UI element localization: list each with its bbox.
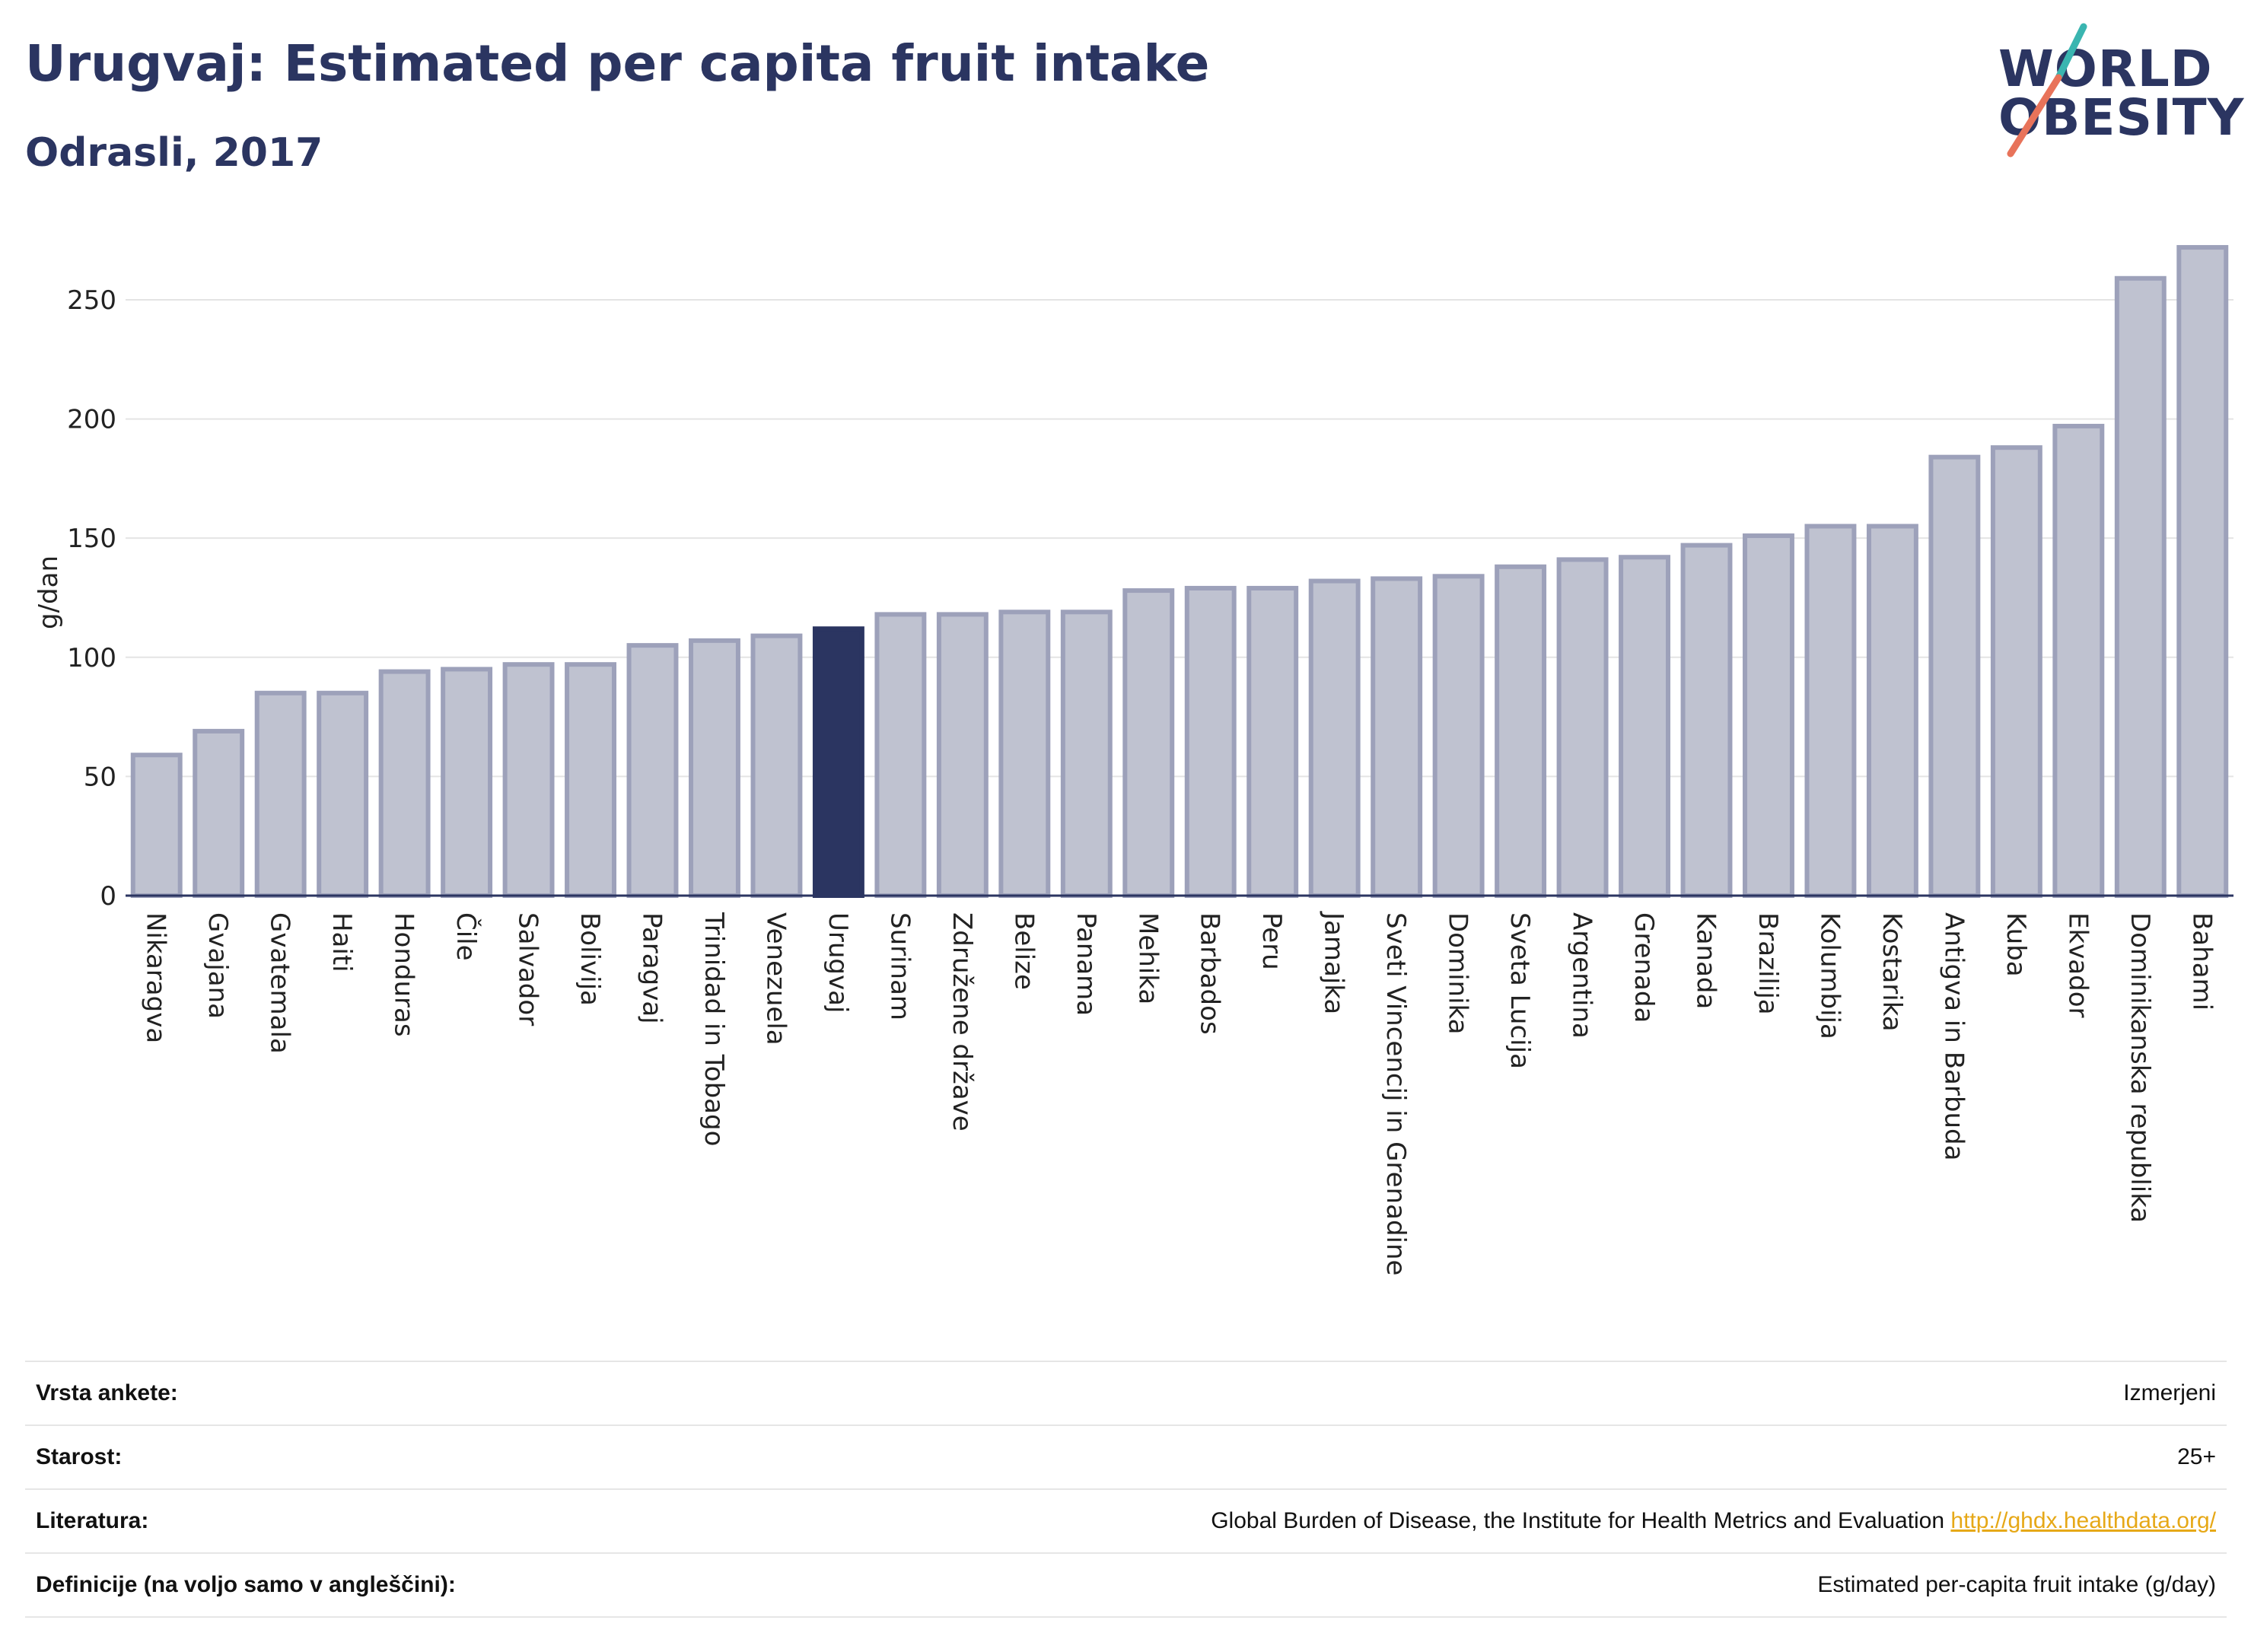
bar-dominikanska-republika[interactable] xyxy=(2114,275,2167,898)
bar-chart: 0 50 100 150 200 250 Nikaragva Gvajana Gvatemal… xyxy=(33,245,2233,1275)
info-value: Global Burden of Disease, the Institute … xyxy=(1211,1508,1945,1533)
bar-peru[interactable] xyxy=(1246,585,1299,898)
x-tick-label: Gvatemala xyxy=(265,912,295,1054)
source-link[interactable]: http://ghdx.healthdata.org/ xyxy=(1950,1508,2216,1533)
x-tick-label: Venezuela xyxy=(760,912,791,1046)
bar-venezuela[interactable] xyxy=(750,633,803,898)
world-obesity-logo[interactable]: WORLD OBESITY xyxy=(1986,23,2243,167)
x-tick-label: Peru xyxy=(1256,912,1287,970)
bar-urugvaj[interactable] xyxy=(812,626,864,898)
x-tick-label: Nikaragva xyxy=(141,912,171,1043)
x-tick-label: Paragvaj xyxy=(637,912,667,1024)
x-tick-label: Gvajana xyxy=(202,912,233,1019)
bar-mehika[interactable] xyxy=(1122,588,1175,898)
y-tick-label: 150 xyxy=(67,524,116,554)
bar-barbados[interactable] xyxy=(1184,585,1237,898)
x-tick-label: Kostarika xyxy=(1877,912,1907,1032)
x-tick-label: Kanada xyxy=(1691,912,1721,1009)
x-tick-label: Grenada xyxy=(1629,912,1659,1023)
x-tick-label: Bolivija xyxy=(575,912,605,1006)
logo-slash-icon xyxy=(2007,23,2087,158)
bars xyxy=(130,245,2229,899)
bar-bolivija[interactable] xyxy=(565,662,616,898)
info-table: Vrsta ankete: Izmerjeni Starost: 25+ Lit… xyxy=(25,1361,2227,1618)
bar-čile[interactable] xyxy=(441,667,493,898)
info-value: Izmerjeni xyxy=(686,1361,2227,1426)
info-label: Starost: xyxy=(25,1424,687,1490)
x-tick-label: Surinam xyxy=(884,912,915,1020)
x-tick-label: Honduras xyxy=(389,912,419,1037)
x-tick-label: Jamajka xyxy=(1319,911,1349,1014)
bar-sveti-vincencij-in-grenadine[interactable] xyxy=(1371,576,1423,898)
x-tick-label: Argentina xyxy=(1567,912,1597,1039)
x-tick-label: Ekvador xyxy=(2062,912,2093,1018)
logo-text-world: WORLD xyxy=(1998,40,2213,98)
x-tick-label: Kolumbija xyxy=(1814,912,1845,1039)
x-tick-label: Belize xyxy=(1008,912,1039,990)
x-tick-label: Kuba xyxy=(2001,912,2031,977)
info-row-literature: Literatura: Global Burden of Disease, th… xyxy=(25,1488,2227,1554)
bar-trinidad-in-tobago[interactable] xyxy=(689,638,740,898)
x-tick-label: Sveta Lucija xyxy=(1504,912,1535,1069)
bar-belize[interactable] xyxy=(998,610,1051,899)
x-axis-labels: Nikaragva Gvajana Gvatemala Haiti Honduras Či… xyxy=(141,911,2218,1275)
bar-nikaragva[interactable] xyxy=(130,753,183,898)
bar-honduras[interactable] xyxy=(378,669,431,898)
info-row-survey-type: Vrsta ankete: Izmerjeni xyxy=(25,1361,2227,1426)
bar-argentina[interactable] xyxy=(1556,557,1609,898)
x-tick-label: Združene države xyxy=(947,912,977,1132)
x-tick-label: Trinidad in Tobago xyxy=(699,912,729,1146)
info-label: Vrsta ankete: xyxy=(25,1361,687,1426)
bar-surinam[interactable] xyxy=(874,612,927,899)
x-tick-label: Čile xyxy=(451,912,482,961)
bar-brazilija[interactable] xyxy=(1743,533,1794,898)
y-tick-label: 0 xyxy=(100,881,116,912)
info-value: 25+ xyxy=(686,1424,2227,1490)
bar-združene-države[interactable] xyxy=(936,612,989,899)
bar-panama[interactable] xyxy=(1060,610,1113,899)
y-tick-label: 100 xyxy=(67,643,116,673)
bar-dominika[interactable] xyxy=(1432,574,1485,898)
chart-subtitle: Odrasli, 2017 xyxy=(25,130,323,176)
y-tick-label: 200 xyxy=(67,405,116,435)
info-row-definitions: Definicije (na voljo samo v angleščini):… xyxy=(25,1552,2227,1618)
x-tick-label: Antigva in Barbuda xyxy=(1938,912,1969,1160)
y-tick-label: 250 xyxy=(67,285,116,316)
bar-kanada[interactable] xyxy=(1680,543,1733,898)
x-tick-label: Dominikanska republika xyxy=(2125,912,2155,1223)
x-tick-label: Sveti Vincencij in Grenadine xyxy=(1380,912,1411,1275)
bar-kostarika[interactable] xyxy=(1866,524,1918,898)
bar-kolumbija[interactable] xyxy=(1804,524,1857,898)
x-tick-label: Brazilija xyxy=(1753,912,1783,1015)
bar-grenada[interactable] xyxy=(1619,555,1670,898)
chart-title: Urugvaj: Estimated per capita fruit inta… xyxy=(25,34,1210,93)
x-tick-label: Salvador xyxy=(513,912,543,1026)
bar-bahami[interactable] xyxy=(2176,245,2229,899)
bar-salvador[interactable] xyxy=(502,662,555,898)
y-axis-ticks: 0 50 100 150 200 250 xyxy=(67,285,116,912)
bar-antigva-in-barbuda[interactable] xyxy=(1928,454,1981,898)
y-tick-label: 50 xyxy=(84,762,116,792)
info-value: Estimated per-capita fruit intake (g/day… xyxy=(686,1552,2227,1618)
x-tick-label: Haiti xyxy=(326,912,357,972)
x-tick-label: Urugvaj xyxy=(823,912,853,1013)
info-label: Literatura: xyxy=(25,1488,687,1554)
bar-sveta-lucija[interactable] xyxy=(1495,564,1547,898)
bar-kuba[interactable] xyxy=(1990,445,2042,898)
y-axis-label: g/dan xyxy=(33,555,64,629)
x-tick-label: Dominika xyxy=(1443,912,1473,1034)
x-tick-label: Panama xyxy=(1071,912,1101,1016)
x-tick-label: Barbados xyxy=(1195,912,1225,1035)
bar-gvatemala[interactable] xyxy=(254,690,307,899)
bar-gvajana[interactable] xyxy=(193,728,245,898)
bar-ekvador[interactable] xyxy=(2052,423,2105,899)
bar-paragvaj[interactable] xyxy=(626,643,679,898)
info-label: Definicije (na voljo samo v angleščini): xyxy=(25,1552,687,1618)
bar-jamajka[interactable] xyxy=(1308,578,1361,898)
logo-text-obesity: OBESITY xyxy=(1998,88,2245,147)
x-tick-label: Mehika xyxy=(1132,912,1163,1004)
info-row-age: Starost: 25+ xyxy=(25,1424,2227,1490)
x-tick-label: Bahami xyxy=(2186,912,2217,1011)
bar-haiti[interactable] xyxy=(317,690,369,899)
